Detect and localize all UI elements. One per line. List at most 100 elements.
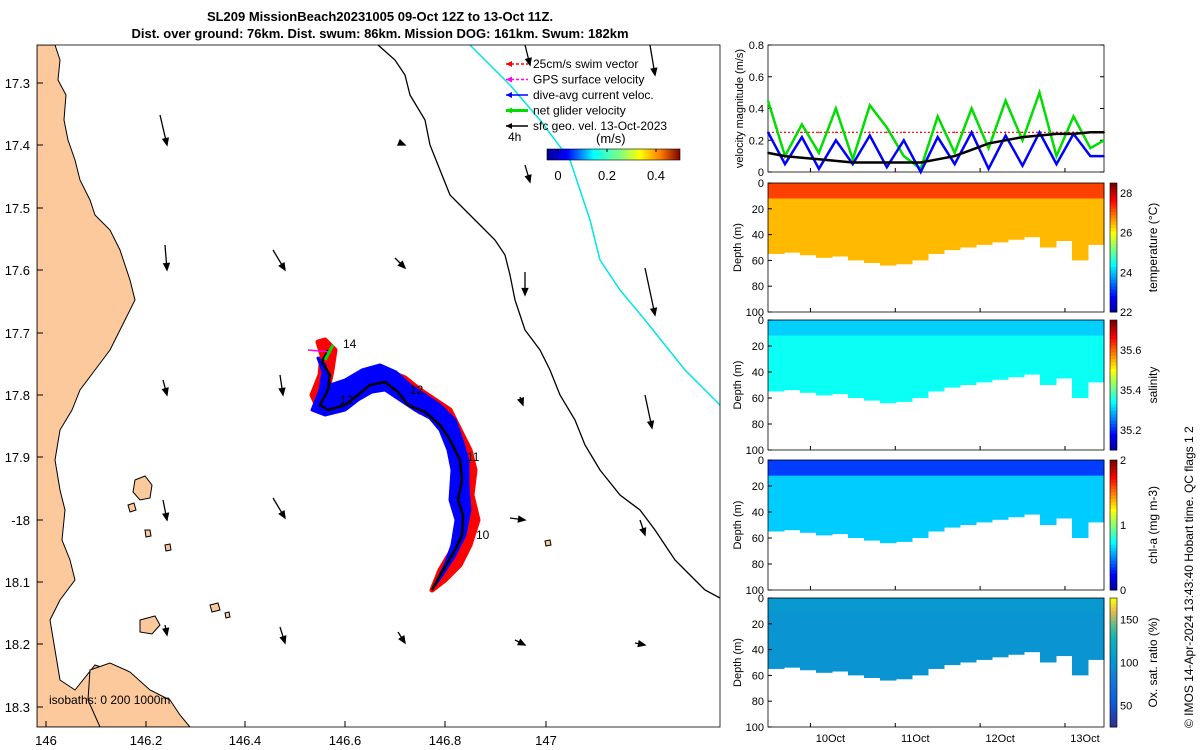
island-7 (224, 611, 231, 619)
velocity-data-point (1072, 133, 1075, 135)
colorbar-segment (1110, 208, 1117, 213)
heatmap-column (1072, 183, 1089, 261)
colorbar-segment (1110, 580, 1117, 584)
velocity-data-point (953, 152, 956, 154)
velocity-data-point (852, 131, 854, 134)
colorbar-segment (1110, 189, 1117, 194)
velocity-data-point (869, 134, 871, 137)
colorbar-segment (1110, 531, 1117, 536)
colorbar-segment (1110, 241, 1117, 245)
colorbar-segment (1110, 694, 1117, 699)
heatmap-surface-layer (1056, 183, 1073, 199)
colorbar-segment (1110, 427, 1117, 431)
colorbar-segment (1110, 508, 1117, 513)
depth-tick-label: 0 (758, 593, 764, 605)
geo-velocity-arrowhead (524, 57, 532, 67)
colorbar-segment (1110, 544, 1117, 549)
island-6 (164, 543, 172, 552)
heatmap-column (928, 460, 945, 532)
colorbar-segment (1110, 586, 1117, 591)
heatmap-surface-layer (928, 183, 945, 199)
heatmap-surface-layer (976, 598, 993, 614)
velocity-data-point (1021, 131, 1024, 134)
map-legend: 25cm/s swim vector GPS surface velocitydi… (506, 57, 667, 133)
chart-subtitle: Dist. over ground: 76km. Dist. swum: 86k… (131, 26, 629, 41)
velocity-data-point (987, 142, 990, 145)
velocity-data-point (1055, 155, 1058, 157)
velocity-data-point (936, 131, 939, 134)
heatmap-column (960, 460, 977, 525)
velocity-data-point (1089, 147, 1092, 149)
geo-velocity-arrowhead (279, 635, 287, 645)
heatmap-column (832, 320, 849, 395)
velocity-data-point (767, 131, 769, 134)
velocity-data-point (1055, 133, 1058, 135)
heatmap-column (1072, 460, 1089, 538)
velocity-data-point (767, 99, 769, 102)
heatmap-column (880, 183, 897, 266)
heatmap-surface-layer (960, 598, 977, 614)
track-day-label-12a: 12 (410, 383, 424, 397)
velocity-y-tick-label: 0.2 (749, 135, 764, 147)
time-tick-label: 13Oct (1070, 733, 1099, 745)
colorbar-segment (1110, 237, 1117, 242)
depth-tick-label: 0 (758, 455, 764, 467)
track-day-label-10: 10 (476, 528, 490, 542)
colorbar-segment (1110, 486, 1117, 490)
colorbar-segment (1110, 557, 1117, 562)
velocity-data-point (1103, 139, 1105, 142)
island-5 (144, 529, 152, 538)
heatmap-column (912, 183, 929, 261)
heatmap-surface-layer (1040, 598, 1057, 614)
colorbar-segment (1110, 320, 1117, 324)
velocity-y-tick-label: 0 (758, 167, 764, 179)
time-tick-label: 11Oct (901, 733, 930, 745)
heatmap-column (960, 183, 977, 248)
colorbar-frame (1109, 319, 1118, 451)
heatmap-surface-layer (800, 183, 817, 199)
heatmap-surface-layer (864, 460, 881, 476)
colorbar-segment (1110, 430, 1117, 435)
colorbar-segment (1110, 257, 1117, 261)
colorbar-segment (1110, 276, 1117, 281)
colorbar-segment (1110, 391, 1117, 396)
colorbar-segment (1110, 414, 1117, 418)
legend-label: GPS surface velocity (533, 73, 644, 87)
heatmap-surface-layer (784, 183, 801, 199)
heatmap-surface-layer (944, 183, 961, 199)
heatmap-surface-layer (928, 460, 945, 476)
colorbar-segment (1110, 601, 1117, 605)
velocity-data-point (1004, 131, 1007, 134)
velocity-y-tick-label: 0.8 (749, 40, 764, 52)
heatmap-surface-layer (864, 320, 881, 336)
velocity-data-point (818, 131, 820, 134)
velocity-data-point (1021, 164, 1024, 167)
colorbar-segment (1110, 205, 1117, 210)
geo-velocity-arrowhead (161, 137, 169, 147)
colorbar-segment (1110, 362, 1117, 366)
colorbar-frame (1109, 597, 1118, 728)
colorbar-segment (1110, 495, 1117, 500)
colorbar-segment (1110, 368, 1117, 373)
legend-label: dive-avg current veloc. (533, 88, 654, 102)
heatmap-column (816, 320, 833, 396)
colorbar-segment (1110, 528, 1117, 532)
geo-velocity-arrowhead (397, 138, 407, 146)
heatmap-surface-layer (896, 598, 913, 614)
geo-velocity-arrowhead (161, 627, 170, 637)
colorbar-segment (1110, 630, 1117, 634)
heatmap-surface-layer (960, 460, 977, 476)
geo-velocity-arrowhead (517, 397, 524, 407)
colorbar-segment (1110, 617, 1117, 622)
heatmap-surface-layer (1056, 598, 1073, 614)
colorbar-segment (1110, 215, 1117, 219)
heatmap-surface-layer (1024, 183, 1041, 199)
heatmap-surface-layer (784, 460, 801, 476)
colorbar-segment (1110, 394, 1117, 399)
colorbar-segment (1110, 598, 1117, 602)
geo-velocity-arrowhead (524, 174, 532, 184)
colorbar-segment (1110, 512, 1117, 516)
velocity-data-point (1038, 134, 1041, 137)
colorbar-segment (1110, 433, 1117, 438)
geo-velocity-arrowhead (278, 262, 286, 272)
